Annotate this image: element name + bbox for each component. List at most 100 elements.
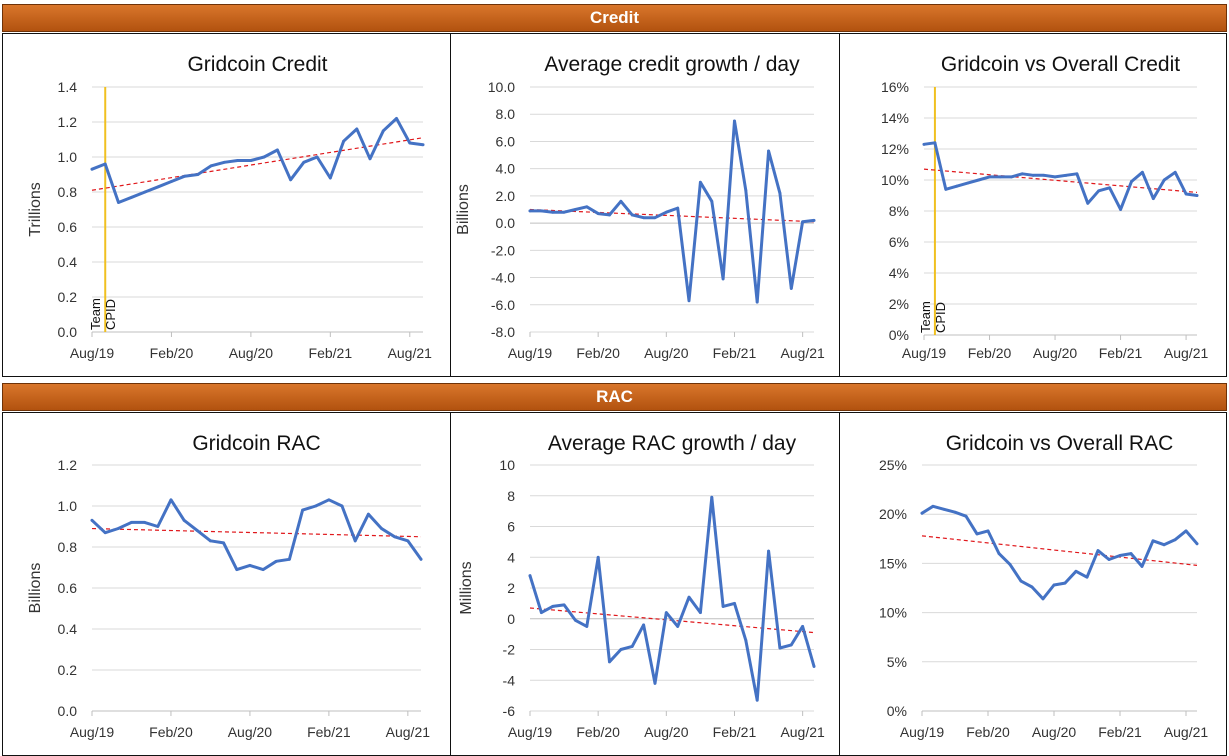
data-point xyxy=(1063,581,1067,585)
data-point xyxy=(289,178,292,182)
data-point xyxy=(608,660,611,664)
data-point xyxy=(195,529,199,532)
data-point xyxy=(1031,173,1035,177)
chart-svg: Gridcoin RAC Billions 0.0 0.2 0.4 0.6 0.8 1.0 1.… xyxy=(27,432,430,740)
data-point xyxy=(733,601,736,605)
data-point xyxy=(551,210,555,214)
y-tick-label: 6 xyxy=(507,519,515,535)
x-tick-label: Aug/19 xyxy=(70,345,115,361)
y-tick-label: 0.2 xyxy=(58,289,78,305)
x-tick-label: Aug/19 xyxy=(902,345,947,361)
data-point xyxy=(170,180,173,183)
marker-label: Team xyxy=(918,301,933,333)
y-tick-label: 0.8 xyxy=(58,539,78,555)
data-point xyxy=(156,185,160,189)
data-point xyxy=(767,149,770,153)
data-point xyxy=(90,518,94,522)
y-tick-label: 0.4 xyxy=(58,254,78,270)
data-point xyxy=(1074,569,1078,573)
x-tick-label: Feb/21 xyxy=(309,345,353,361)
data-point xyxy=(1085,575,1089,579)
data-point xyxy=(143,190,147,194)
data-point xyxy=(393,535,397,539)
x-tick-label: Aug/21 xyxy=(388,345,433,361)
data-point xyxy=(1140,564,1144,568)
data-point xyxy=(1030,585,1034,589)
trendline xyxy=(91,527,422,538)
data-point xyxy=(1020,172,1024,176)
y-tick-label: -8.0 xyxy=(491,324,515,340)
series-line xyxy=(528,119,816,304)
data-point xyxy=(1009,175,1013,179)
series-line xyxy=(90,117,425,204)
y-tick-label: 14% xyxy=(881,110,909,126)
data-point xyxy=(778,191,782,195)
y-tick-label: 0.0 xyxy=(58,703,78,719)
chart-title: Average credit growth / day xyxy=(544,53,800,76)
y-tick-label: 0.2 xyxy=(58,662,78,678)
data-point xyxy=(103,531,107,535)
data-point xyxy=(1041,597,1045,601)
chart-svg: Gridcoin Credit Trillions 0.0 0.2 0.4 0.6 0.8 1… xyxy=(27,53,433,361)
y-tick-label: 1.2 xyxy=(58,114,78,130)
y-tick-label: 10 xyxy=(499,457,515,473)
data-point xyxy=(1151,197,1155,201)
data-point xyxy=(130,195,134,199)
data-point xyxy=(528,574,532,578)
data-point xyxy=(986,529,990,533)
data-point xyxy=(1195,194,1199,197)
data-point xyxy=(117,201,120,204)
marker-label: CPID xyxy=(103,299,118,330)
y-tick-label: 2 xyxy=(507,580,515,596)
data-point xyxy=(302,160,306,164)
data-point xyxy=(789,287,793,290)
data-point xyxy=(314,504,318,508)
data-point xyxy=(789,643,793,647)
data-point xyxy=(1162,178,1166,182)
data-point xyxy=(1064,173,1068,177)
data-point xyxy=(1173,538,1177,542)
y-axis-label: Millions xyxy=(458,561,475,614)
x-tick-label: Aug/19 xyxy=(508,724,553,740)
data-point xyxy=(733,119,736,123)
y-tick-label: 0.4 xyxy=(58,621,78,637)
data-point xyxy=(966,181,970,185)
data-point xyxy=(942,507,946,511)
data-point xyxy=(182,518,186,522)
y-tick-label: 10% xyxy=(879,605,907,621)
data-point xyxy=(653,216,657,220)
x-tick-label: Aug/21 xyxy=(1164,724,1209,740)
data-point xyxy=(1129,552,1133,555)
y-tick-label: 2% xyxy=(889,296,909,312)
y-tick-label: 4.0 xyxy=(496,161,516,177)
y-tick-label: 0 xyxy=(507,611,515,627)
data-point xyxy=(315,155,319,159)
y-tick-label: -2 xyxy=(503,642,516,658)
data-point xyxy=(1162,543,1166,547)
data-point xyxy=(539,611,543,614)
data-point xyxy=(801,220,805,224)
trendline xyxy=(91,137,424,191)
rac-section-header: RAC xyxy=(2,383,1227,411)
data-point xyxy=(721,277,725,281)
data-point xyxy=(710,199,714,203)
data-point xyxy=(1008,562,1012,566)
data-point xyxy=(209,164,213,168)
y-tick-label: 1.4 xyxy=(58,79,78,95)
data-point xyxy=(596,555,600,559)
data-point xyxy=(1195,542,1199,546)
y-tick-label: 1.0 xyxy=(58,498,78,514)
data-point xyxy=(574,208,577,211)
data-point xyxy=(1151,539,1155,543)
y-tick-label: 12% xyxy=(881,141,909,157)
data-point xyxy=(562,210,566,214)
y-tick-label: 6% xyxy=(889,234,909,250)
chart-svg: Average credit growth / day Billions -8.0 -… xyxy=(455,53,825,361)
x-tick-label: Aug/20 xyxy=(644,345,689,361)
trendline xyxy=(529,208,815,223)
data-point xyxy=(1173,170,1177,174)
x-tick-label: Aug/20 xyxy=(228,724,273,740)
data-point xyxy=(342,139,345,143)
y-tick-label: -6.0 xyxy=(491,297,515,313)
x-tick-label: Aug/19 xyxy=(70,724,115,740)
